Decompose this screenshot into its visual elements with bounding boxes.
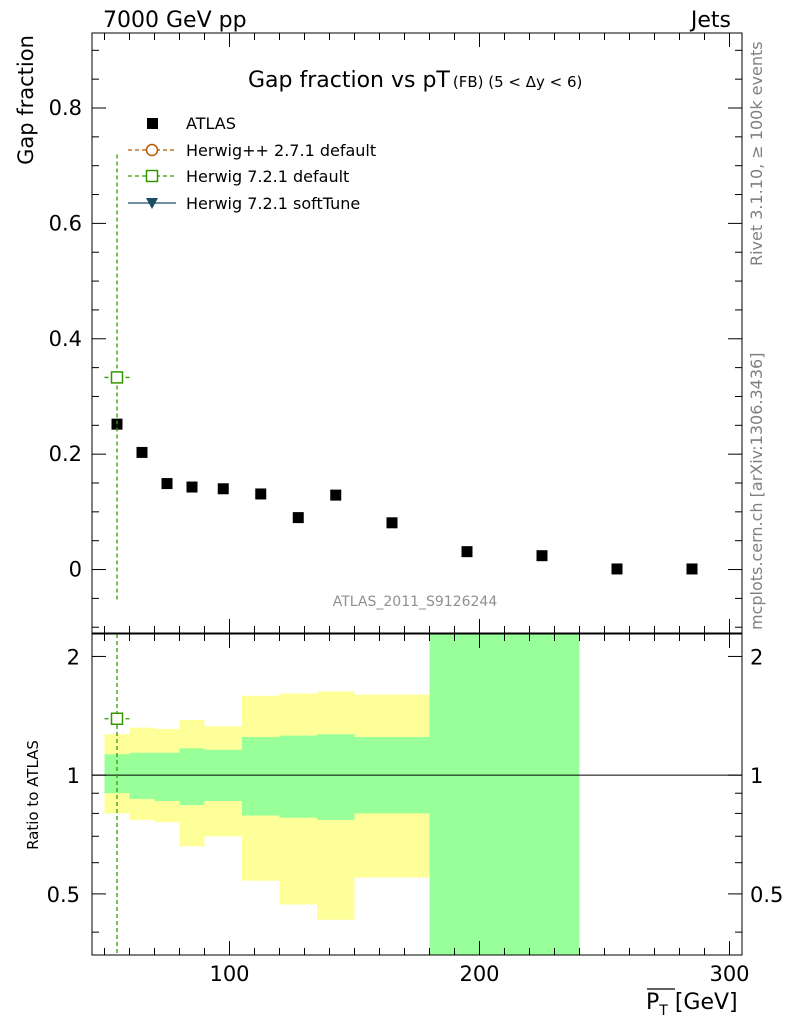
legend: ATLAS Herwig++ 2.7.1 default Herwig 7.2.… xyxy=(128,114,376,213)
ratio-tick-label-right: 0.5 xyxy=(750,883,783,907)
chart-title-sub: (FB) (5 < Δy < 6) xyxy=(453,73,583,91)
legend-label-herwig7-default: Herwig 7.2.1 default xyxy=(186,167,349,186)
legend-label-herwig7-softtune: Herwig 7.2.1 softTune xyxy=(186,194,360,213)
top-panel-mc-points xyxy=(104,154,130,600)
x-tick-label: 300 xyxy=(709,962,749,986)
legend-label-atlas: ATLAS xyxy=(186,114,236,133)
ratio-panel-ticks: 100 200 300 0.5 0.5 1 1 2 2 xyxy=(47,634,783,986)
legend-marker-herwig7-softtune xyxy=(146,198,158,209)
ratio-band-inner xyxy=(129,752,155,800)
data-point-atlas xyxy=(161,478,173,490)
top-panel-ticks: 0 0.2 0.4 0.6 0.8 xyxy=(49,33,742,633)
ratio-band-inner xyxy=(179,748,205,806)
top-panel-frame xyxy=(91,32,743,634)
data-point-atlas xyxy=(686,563,698,575)
ratio-bands xyxy=(104,634,580,955)
rivet-version-label: Rivet 3.1.10, ≥ 100k events xyxy=(747,41,766,266)
ratio-band-inner xyxy=(242,736,280,816)
ratio-panel-frame xyxy=(91,633,743,956)
ratio-tick-label-left: 0.5 xyxy=(47,883,80,907)
legend-label-herwigpp: Herwig++ 2.7.1 default xyxy=(186,141,376,160)
legend-marker-herwig7-default xyxy=(145,169,159,183)
x-axis-label-subscript: T xyxy=(658,1003,668,1019)
data-point-atlas xyxy=(536,550,548,562)
analysis-watermark: ATLAS_2011_S9126244 xyxy=(333,594,498,610)
data-point-atlas xyxy=(255,488,267,500)
ratio-panel: 100 200 300 0.5 0.5 1 1 2 2 Ratio to ATLAS xyxy=(24,633,783,986)
data-point-atlas xyxy=(461,546,473,558)
y-tick-label: 0 xyxy=(69,558,82,582)
ratio-tick-label-left: 1 xyxy=(67,764,80,788)
y-tick-label: 0.4 xyxy=(49,327,82,351)
x-tick-label: 100 xyxy=(209,962,249,986)
data-point-atlas xyxy=(217,483,229,495)
ratio-band-inner xyxy=(279,735,317,818)
ratio-axis-label: Ratio to ATLAS xyxy=(24,740,42,850)
ratio-tick-label-right: 1 xyxy=(750,764,763,788)
ratio-tick-label-left: 2 xyxy=(67,645,80,669)
ratio-tick-label-right: 2 xyxy=(750,645,763,669)
chart-title: Gap fraction vs pT (FB) (5 < Δy < 6) xyxy=(248,68,582,93)
data-point-atlas xyxy=(330,489,342,501)
ratio-mc-points xyxy=(104,634,130,955)
mc-point-herwig7-default xyxy=(110,371,124,384)
header-energy-label: 7000 GeV pp xyxy=(103,8,247,33)
data-point-atlas xyxy=(611,563,623,575)
ratio-mc-point xyxy=(110,712,124,726)
mcplots-label: mcplots.cern.ch [arXiv:1306.3436] xyxy=(747,353,766,630)
x-tick-label: 200 xyxy=(459,962,499,986)
ratio-band-inner xyxy=(429,634,580,955)
data-point-atlas xyxy=(136,446,148,458)
data-point-atlas xyxy=(386,517,398,529)
y-axis-label: Gap fraction xyxy=(14,35,38,165)
chart-title-main: Gap fraction vs pT xyxy=(248,68,450,93)
ratio-band-inner xyxy=(154,752,180,802)
y-tick-label: 0.6 xyxy=(49,211,82,235)
y-tick-label: 0.2 xyxy=(49,442,82,466)
x-axis-label: PT [GeV] xyxy=(646,990,738,1019)
header-process-label: Jets xyxy=(689,8,731,33)
data-point-atlas xyxy=(292,512,304,524)
legend-marker-herwigpp xyxy=(145,143,159,157)
top-panel: 0 0.2 0.4 0.6 0.8 ATLAS_2011_S9126244 Gap fr… xyxy=(14,32,743,634)
ratio-band-inner xyxy=(317,734,355,820)
x-axis-label-symbol: P xyxy=(646,990,659,1015)
data-point-atlas xyxy=(186,481,198,493)
x-axis-label-unit: [GeV] xyxy=(668,990,738,1015)
x-axis-title: PT [GeV] xyxy=(646,988,738,1019)
y-tick-label: 0.8 xyxy=(49,96,82,120)
legend-marker-atlas xyxy=(147,118,158,129)
